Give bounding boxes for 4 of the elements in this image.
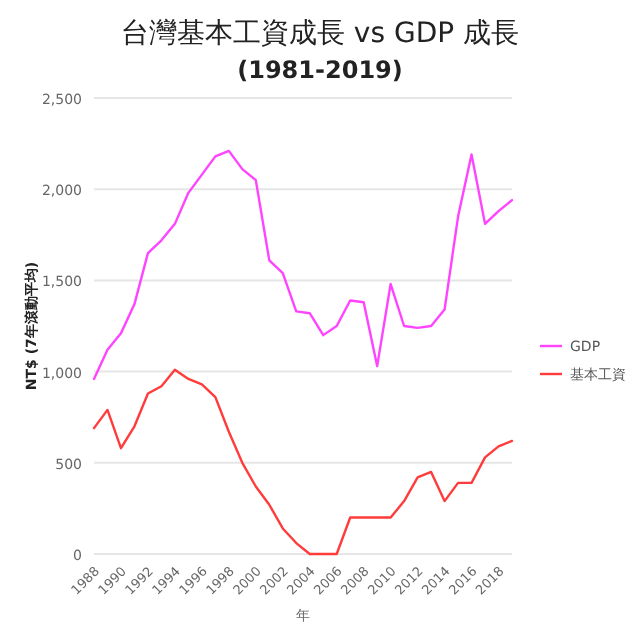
line-series	[92, 368, 514, 556]
chart-subtitle: (1981-2019)	[237, 56, 403, 84]
chart-title: 台灣基本工資成長 vs GDP 成長	[120, 18, 520, 50]
line-series	[92, 149, 514, 381]
